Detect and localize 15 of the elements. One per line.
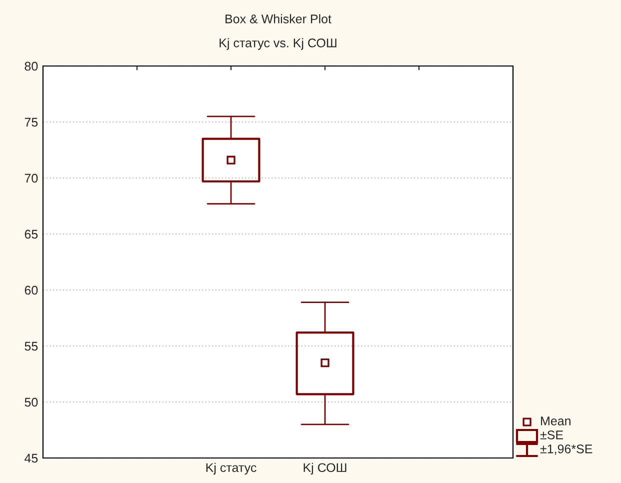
chart-title: Box & Whisker Plot	[226, 14, 332, 24]
y-tick-label: 60	[24, 286, 38, 295]
x-tick-label: Kj статус	[206, 462, 256, 475]
text: Mean	[541, 416, 570, 426]
y-tick-label: 55	[24, 342, 38, 351]
text: ±1,96*SE	[540, 444, 592, 455]
x-tick-label: Kj СОШ	[304, 462, 346, 475]
y-tick-label: 50	[24, 398, 38, 407]
y-tick-label: 75	[24, 118, 38, 127]
y-tick-label: 65	[24, 230, 38, 239]
y-tick-label: 70	[24, 174, 38, 183]
text: ±SE	[540, 430, 563, 440]
chart-subtitle: Kj статус vs. Kj СОШ	[220, 38, 336, 50]
y-tick-label: 45	[24, 454, 38, 463]
y-tick-label: 80	[24, 62, 38, 71]
